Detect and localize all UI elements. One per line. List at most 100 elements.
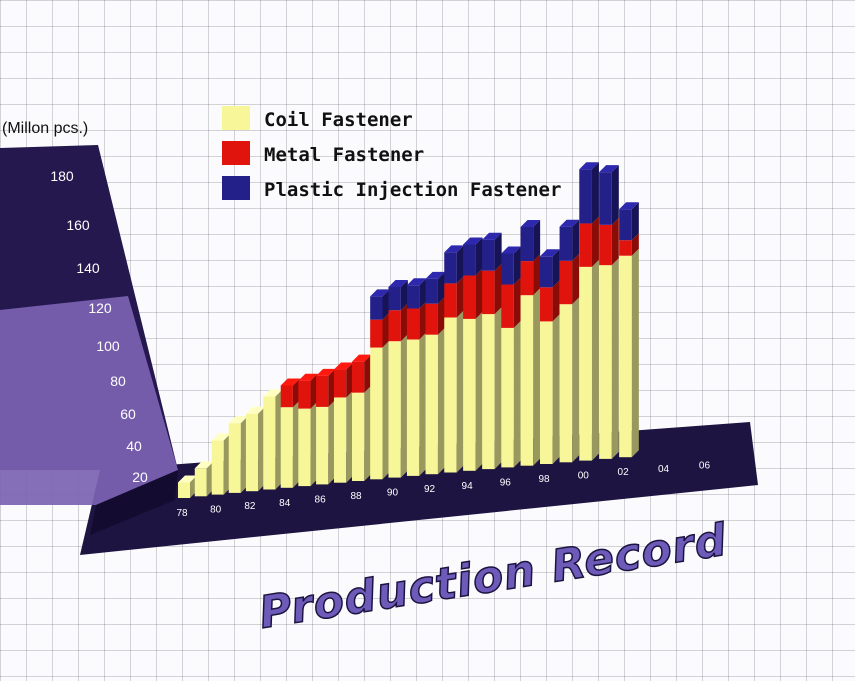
wall-lower xyxy=(0,296,178,505)
bar-segment xyxy=(599,224,612,266)
bar-segment xyxy=(425,334,438,475)
bar-segment xyxy=(388,341,401,478)
bar-top xyxy=(263,389,283,397)
bar-segment xyxy=(619,255,632,458)
x-tick-label: 88 xyxy=(350,491,362,502)
bar-segment-side xyxy=(591,216,599,267)
bar-segment-side xyxy=(513,320,521,468)
bar-top xyxy=(406,278,427,286)
bar-segment-side xyxy=(591,162,599,224)
bar-top xyxy=(194,461,214,469)
bar-segment xyxy=(316,375,329,407)
chart-title: Production Record xyxy=(256,515,731,639)
bar-segment xyxy=(559,226,573,261)
bar-segment xyxy=(501,284,514,328)
bar-top xyxy=(352,354,372,362)
legend-swatch xyxy=(222,106,250,130)
x-tick-label: 78 xyxy=(176,508,188,519)
bar-segment-side xyxy=(611,217,619,266)
bar-top xyxy=(178,475,197,483)
bar-segment xyxy=(406,339,420,476)
y-axis-ticks: 20 40 60 80 100 120 140 160 180 xyxy=(50,168,148,485)
bar-segment xyxy=(619,209,632,241)
bar-segment xyxy=(559,304,573,463)
bar-segment xyxy=(352,392,365,481)
bar-segment xyxy=(463,318,476,471)
bar-top xyxy=(425,271,445,279)
legend-swatch xyxy=(222,141,250,165)
bar-segment-side xyxy=(631,248,639,458)
bar-segment xyxy=(406,285,420,309)
bar-segment-side xyxy=(572,297,580,463)
bar-top xyxy=(370,289,390,297)
y-axis-unit-label: (Millon pcs.) xyxy=(2,120,88,137)
bar-segment-side xyxy=(419,301,427,340)
bar-segment xyxy=(540,287,553,322)
bar-segment-side xyxy=(437,296,445,335)
x-axis-ticks: 78 80 82 84 86 88 90 92 94 96 98 00 02 04 06 xyxy=(176,460,710,519)
legend-label: Plastic Injection Fastener xyxy=(264,179,561,201)
bar-stacks xyxy=(178,162,639,498)
bar-top xyxy=(298,373,318,381)
bar-segment-side xyxy=(310,401,318,487)
y-tick-label: 180 xyxy=(50,168,74,184)
bar-segment-side xyxy=(475,311,483,471)
x-tick-label: 92 xyxy=(424,484,436,495)
bar-segment xyxy=(406,308,420,340)
y-tick-label: 60 xyxy=(120,406,136,422)
bar-segment xyxy=(280,385,293,408)
y-tick-label: 160 xyxy=(66,217,90,233)
bar-top xyxy=(228,416,248,424)
bar-segment xyxy=(370,296,383,320)
y-tick-label: 40 xyxy=(126,438,142,454)
bar-top xyxy=(388,279,408,287)
legend: Coil Fastener Metal Fastener Plastic Injec… xyxy=(222,106,561,201)
bar-top xyxy=(245,406,266,414)
bar-segment-side xyxy=(572,253,580,305)
x-tick-label: 90 xyxy=(387,488,399,499)
bar-segment xyxy=(388,286,401,311)
bar-top xyxy=(579,162,599,170)
bar-segment-side xyxy=(400,279,408,311)
bar-segment-side xyxy=(364,385,372,481)
bar-segment xyxy=(352,361,365,393)
bar-segment xyxy=(245,413,259,492)
bar-segment-side xyxy=(533,220,541,262)
bar-top xyxy=(444,245,464,253)
bar-top xyxy=(520,220,541,227)
bar-top xyxy=(619,202,639,210)
bar-segment xyxy=(298,408,311,487)
x-tick-label: 82 xyxy=(244,501,256,512)
bar-segment-side xyxy=(611,258,619,459)
bar-segment-side xyxy=(513,277,521,328)
bar-segment xyxy=(501,327,514,468)
bar-top xyxy=(559,219,580,227)
bar-segment xyxy=(579,266,592,461)
bar-segment-side xyxy=(494,307,502,470)
bar-segment-side xyxy=(275,389,283,490)
bar-segment xyxy=(425,303,438,335)
bar-segment-side xyxy=(419,278,427,309)
bar-segment-side xyxy=(533,288,541,466)
bar-segment xyxy=(463,275,476,319)
bar-segment-side xyxy=(611,165,619,225)
bar-segment-side xyxy=(382,340,390,480)
y-tick-label: 80 xyxy=(110,373,126,389)
bar-segment xyxy=(370,319,383,348)
bar-segment xyxy=(263,396,276,490)
bar-segment xyxy=(599,265,612,459)
x-tick-label: 84 xyxy=(279,498,291,509)
y-tick-label: 20 xyxy=(132,469,148,485)
bar-top xyxy=(540,249,560,257)
bar-top xyxy=(316,368,336,376)
bar-segment-side xyxy=(494,263,502,315)
bar-segment xyxy=(425,278,438,304)
x-tick-label: 98 xyxy=(538,474,550,485)
bar-segment-side xyxy=(552,249,560,288)
bar-segment-side xyxy=(310,373,318,409)
bar-segment xyxy=(559,260,573,305)
bar-top xyxy=(333,362,354,370)
bar-segment xyxy=(599,172,612,225)
bar-segment xyxy=(579,223,592,267)
